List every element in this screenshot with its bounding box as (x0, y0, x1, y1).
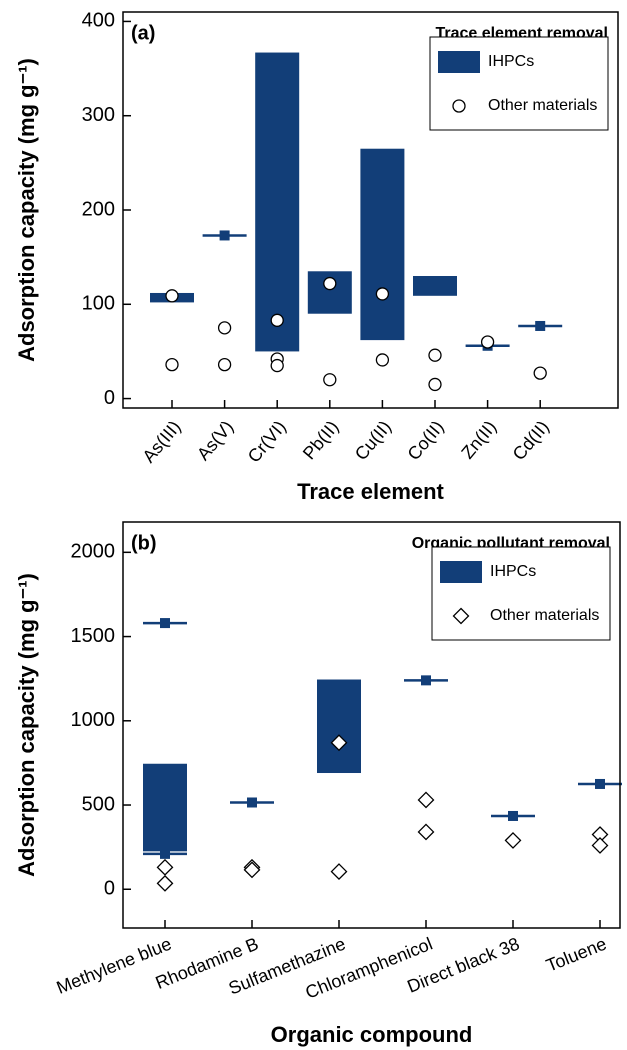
marker-circle (428, 348, 442, 362)
x-tick-label: Cd(II) (509, 417, 553, 464)
range-marker (508, 810, 518, 821)
marker-diamond (417, 791, 435, 809)
x-tick-label: Toluene (543, 934, 609, 976)
marker-diamond (330, 734, 348, 752)
range-marker (247, 797, 257, 808)
range-bar (143, 763, 187, 852)
plot-frame (122, 521, 621, 929)
range-marker (160, 848, 170, 859)
marker-circle (270, 313, 284, 327)
marker-diamond (156, 858, 174, 876)
x-axis-title: Organic compound (271, 1022, 473, 1047)
legend-label: IHPCs (488, 53, 534, 70)
marker-circle (323, 276, 337, 291)
y-tick-label: 400 (82, 10, 115, 32)
range-bar (413, 276, 457, 296)
range-marker (595, 778, 605, 789)
marker-diamond (417, 823, 435, 841)
x-tick-label: Cu(II) (351, 417, 395, 464)
y-tick-label: 300 (82, 104, 115, 126)
marker-diamond (591, 837, 609, 854)
x-tick-label: Methylene blue (54, 934, 175, 998)
y-axis-title: Adsorption capacity (mg g⁻¹) (14, 58, 39, 362)
x-tick-label: Cr(VI) (244, 417, 290, 467)
x-tick-label: Co(II) (403, 417, 447, 464)
marker-circle (165, 289, 179, 303)
y-tick-label: 500 (82, 793, 115, 815)
marker-circle (217, 321, 232, 335)
x-tick-label: As(III) (139, 417, 185, 467)
marker-circle (270, 358, 284, 373)
y-tick-label: 0 (104, 878, 115, 900)
marker-diamond (243, 861, 261, 879)
y-tick-label: 200 (82, 198, 115, 220)
range-bar (360, 148, 405, 341)
y-tick-label: 1000 (71, 709, 116, 731)
legend-swatch (440, 561, 482, 583)
marker-circle (323, 373, 337, 387)
x-tick-label: As(V) (193, 417, 237, 464)
legend-label: IHPCs (490, 563, 536, 580)
x-tick-label: Pb(II) (299, 417, 343, 464)
legend-box (429, 36, 609, 131)
legend-swatch (438, 51, 480, 73)
marker-circle (480, 335, 495, 349)
marker-circle (428, 377, 442, 392)
marker-circle (217, 357, 232, 372)
y-tick-label: 2000 (71, 541, 116, 563)
y-tick-label: 100 (82, 293, 115, 315)
y-axis-title: Adsorption capacity (mg g⁻¹) (14, 573, 39, 877)
panel-label: (b) (131, 532, 157, 554)
range-marker (219, 230, 230, 241)
marker-diamond (156, 874, 174, 892)
range-bar (255, 52, 300, 352)
marker-diamond (330, 863, 348, 880)
marker-circle (165, 357, 179, 372)
range-marker (160, 618, 170, 629)
plot-frame (122, 11, 619, 409)
y-tick-label: 1500 (71, 625, 116, 647)
marker-circle (452, 99, 466, 113)
marker-circle (375, 353, 390, 367)
legend-label: Other materials (490, 607, 599, 624)
marker-diamond (452, 607, 470, 625)
x-tick-label: Zn(II) (457, 417, 500, 463)
marker-diamond (504, 831, 522, 849)
y-tick-label: 0 (104, 387, 115, 409)
panel-label: (a) (131, 22, 155, 44)
range-marker (535, 320, 546, 331)
marker-circle (375, 287, 390, 301)
range-bar (317, 679, 361, 774)
legend-label: Other materials (488, 97, 597, 114)
x-axis-title: Trace element (297, 479, 444, 504)
legend-box (431, 546, 611, 641)
range-marker (421, 675, 431, 686)
marker-circle (533, 366, 547, 380)
